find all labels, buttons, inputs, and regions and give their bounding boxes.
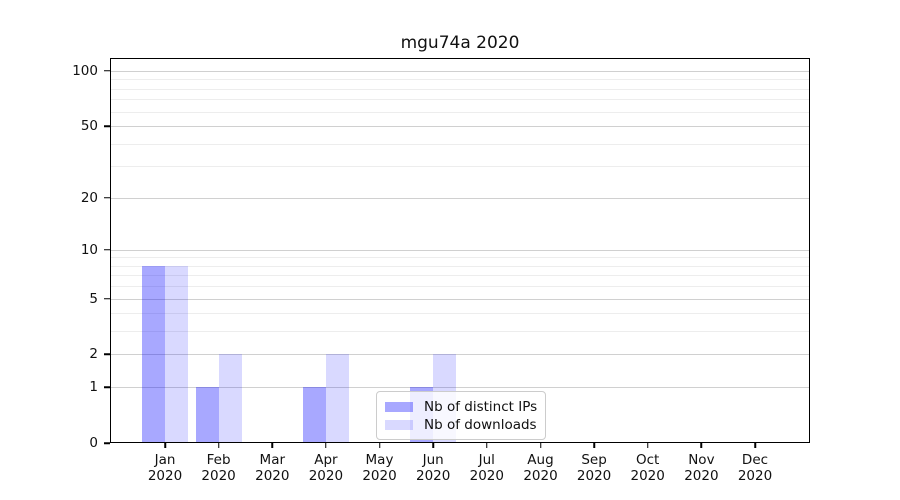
y-tick-mark: [104, 125, 110, 127]
y-tick-label: 5: [89, 290, 98, 307]
x-tick-label: Jun 2020: [416, 452, 451, 484]
bar-distinct-ips: [195, 387, 219, 443]
bar-distinct-ips: [302, 387, 326, 443]
plot-area: Nb of distinct IPs Nb of downloads: [110, 58, 810, 443]
x-tick-mark: [646, 443, 649, 448]
bar-distinct-ips: [142, 265, 165, 443]
bar-downloads: [165, 265, 188, 443]
y-tick-mark: [104, 248, 110, 251]
x-tick-label: Oct 2020: [630, 452, 665, 484]
y-tick-label: 100: [72, 62, 98, 79]
bar-downloads: [218, 354, 242, 443]
gridline-minor: [110, 265, 810, 267]
x-tick-label: Aug 2020: [523, 452, 558, 484]
gridline-minor: [110, 257, 810, 259]
legend-swatch-downloads: [385, 419, 413, 430]
x-tick-label: Jul 2020: [469, 452, 504, 484]
gridline-minor: [110, 99, 810, 101]
legend-item-downloads: Nb of downloads: [385, 416, 537, 433]
y-tick-label: 2: [89, 346, 98, 363]
gridline-major: [110, 354, 810, 356]
x-tick-mark: [700, 443, 703, 448]
y-tick-mark: [104, 297, 110, 300]
x-tick-label: Mar 2020: [255, 452, 290, 484]
x-axis: Jan 2020 Feb 2020 Mar 2020 Apr 2020 May 2020…: [110, 443, 810, 498]
gridline-major: [110, 249, 810, 251]
gridline-major: [110, 197, 810, 199]
legend: Nb of distinct IPs Nb of downloads: [376, 391, 547, 440]
y-tick-mark: [104, 196, 110, 199]
y-tick-mark: [104, 353, 110, 356]
legend-label-downloads: Nb of downloads: [424, 416, 537, 433]
y-tick-label: 20: [80, 189, 98, 206]
y-tick-label: 1: [89, 379, 98, 396]
x-tick-mark: [325, 443, 327, 448]
y-tick-label: 50: [80, 118, 98, 134]
gridline-minor: [110, 313, 810, 315]
x-tick-mark: [539, 443, 542, 448]
gridline-minor: [110, 286, 810, 288]
x-tick-mark: [378, 443, 381, 448]
gridline-minor: [110, 275, 810, 277]
legend-item-distinct-ips: Nb of distinct IPs: [385, 398, 537, 415]
gridline-major: [110, 70, 810, 72]
x-tick-label: Sep 2020: [576, 452, 612, 484]
chart-title: mgu74a 2020: [400, 33, 520, 53]
gridline-minor: [110, 331, 810, 333]
gridline-minor: [110, 143, 810, 145]
gridline-major: [110, 298, 810, 300]
x-tick-label: Dec 2020: [737, 452, 773, 484]
x-tick-mark: [271, 443, 274, 448]
gridline-minor: [110, 111, 810, 113]
x-tick-mark: [164, 443, 166, 448]
x-tick-label: Nov 2020: [684, 452, 719, 484]
legend-swatch-distinct-ips: [385, 401, 413, 412]
gridline-major: [110, 387, 810, 389]
legend-label-distinct-ips: Nb of distinct IPs: [424, 398, 538, 415]
y-tick-mark: [104, 442, 110, 444]
y-axis: 0 1 2 5 10 20 50 100: [0, 58, 110, 451]
y-tick-mark: [104, 70, 110, 72]
x-tick-label: Feb 2020: [201, 452, 236, 484]
gridline-minor: [110, 79, 810, 81]
x-tick-mark: [432, 443, 434, 448]
bar-downloads: [325, 354, 349, 443]
x-tick-mark: [217, 443, 220, 448]
y-tick-label: 0: [89, 435, 98, 451]
x-tick-label: Apr 2020: [308, 452, 344, 484]
y-tick-mark: [104, 386, 110, 388]
y-tick-label: 10: [80, 241, 98, 258]
gridline-minor: [110, 88, 810, 90]
x-tick-mark: [593, 443, 595, 448]
x-tick-mark: [486, 443, 488, 448]
x-tick-label: Jan 2020: [147, 452, 183, 484]
x-tick-mark: [754, 443, 756, 448]
gridline-minor: [110, 166, 810, 168]
x-tick-label: May 2020: [362, 452, 397, 484]
gridline-major: [110, 126, 810, 127]
